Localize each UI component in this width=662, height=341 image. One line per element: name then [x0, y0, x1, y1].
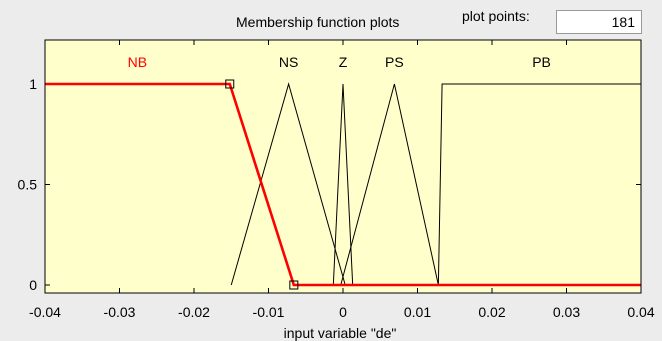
mf-label-ps: PS [385, 54, 404, 70]
plot-area [45, 40, 641, 293]
mf-vertex-handle[interactable] [289, 280, 299, 290]
x-tick-label: 0 [339, 304, 347, 320]
y-tick-label: 0.5 [18, 177, 38, 193]
y-tick-label: 0 [29, 277, 37, 293]
x-tick-label: 0.01 [404, 304, 431, 320]
mf-label-nb: NB [128, 54, 147, 70]
x-tick-label: 0.04 [627, 304, 654, 320]
plot-points-input[interactable] [556, 10, 642, 34]
x-tick-label: -0.04 [29, 304, 61, 320]
mf-curve-nb[interactable] [45, 82, 641, 287]
plot-frame [44, 39, 642, 294]
x-tick-label: 0.03 [553, 304, 580, 320]
mf-label-pb: PB [532, 54, 551, 70]
mf-curve-pb[interactable] [437, 83, 641, 286]
plot-points-label: plot points: [462, 8, 530, 24]
mf-curve-z[interactable] [332, 83, 354, 286]
y-tick-label: 1 [29, 76, 37, 92]
mf-curve-ps[interactable] [340, 83, 439, 286]
x-tick-label: -0.01 [253, 304, 285, 320]
mf-label-z: Z [339, 54, 348, 70]
x-tick-label: -0.03 [104, 304, 136, 320]
mf-curve-ns[interactable] [230, 82, 346, 286]
x-tick-label: 0.02 [478, 304, 505, 320]
x-axis-label: input variable "de" [284, 325, 397, 341]
mf-label-ns: NS [279, 54, 298, 70]
x-tick-label: -0.02 [178, 304, 210, 320]
plot-title: Membership function plots [236, 14, 400, 30]
mf-vertex-handle[interactable] [225, 79, 235, 89]
